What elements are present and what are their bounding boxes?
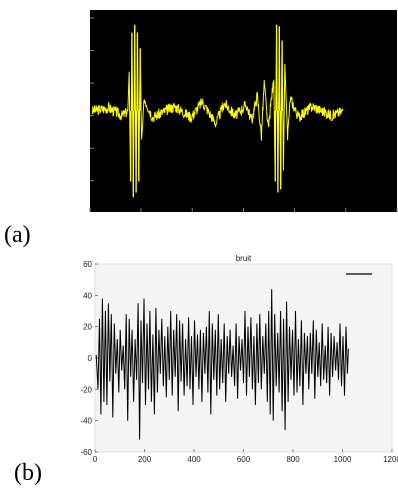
plot-b-x-tick-label: 1200 <box>383 455 398 464</box>
chart-a <box>89 10 398 212</box>
plot-b-x-tick-label: 400 <box>187 455 201 464</box>
plot-b-noise-line <box>95 289 349 440</box>
plot-b-y-tick-label: -20 <box>80 385 92 394</box>
plot-b-title: bruit <box>236 254 252 263</box>
plot-b-legend-box <box>342 268 386 282</box>
panel-b: bruit 0 200 400 600 800 1000 1200 -60 -40 -20 0 20 40… <box>0 250 398 493</box>
panel-a-label: (a) <box>4 222 31 248</box>
plot-b-y-tick-label: -40 <box>80 417 92 426</box>
plot-b-x-tick-label: 800 <box>286 455 300 464</box>
chart-b: bruit 0 200 400 600 800 1000 1200 -60 -40 -20 0 20 40… <box>80 254 398 464</box>
panel-b-label: (b) <box>14 460 42 486</box>
plot-b-x-tick-label: 1000 <box>334 455 352 464</box>
plot-b-x-tick-label: 200 <box>138 455 152 464</box>
plot-b-y-tick-label: 20 <box>83 323 92 332</box>
plot-b-x-tick-label: 0 <box>93 455 98 464</box>
plot-b-y-tick-label: -60 <box>80 448 92 457</box>
panel-a: (a) <box>4 10 398 248</box>
plot-b-y-tick-label: 60 <box>83 260 92 269</box>
plot-b-y-tick-label: 40 <box>83 291 92 300</box>
plot-b-y-tick-label: 0 <box>88 354 93 363</box>
plot-b-x-tick-label: 600 <box>237 455 251 464</box>
